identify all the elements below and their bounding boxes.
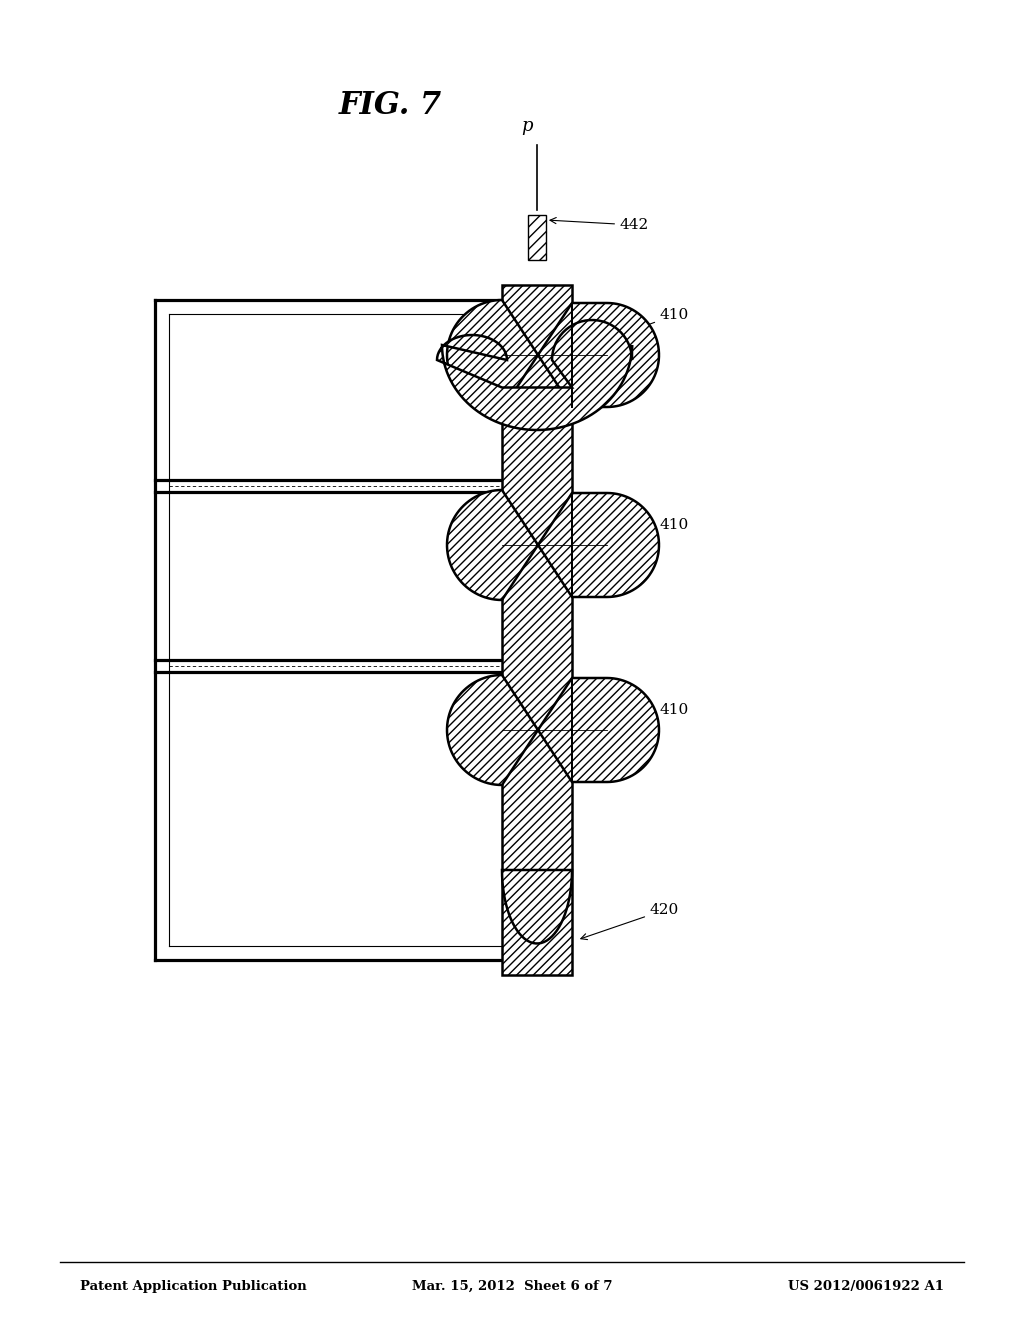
- Bar: [502, 285, 572, 975]
- Polygon shape: [437, 319, 632, 430]
- Polygon shape: [447, 675, 659, 785]
- Text: 442: 442: [550, 218, 649, 232]
- Text: US 2012/0061922 A1: US 2012/0061922 A1: [788, 1280, 944, 1294]
- Text: 410: 410: [633, 517, 689, 544]
- Text: p: p: [521, 117, 532, 135]
- Text: 410: 410: [633, 704, 689, 729]
- Text: Mar. 15, 2012  Sheet 6 of 7: Mar. 15, 2012 Sheet 6 of 7: [412, 1280, 612, 1294]
- Polygon shape: [447, 490, 659, 601]
- Text: FIG. 7: FIG. 7: [338, 90, 441, 120]
- Text: 410: 410: [597, 308, 689, 345]
- Polygon shape: [447, 300, 659, 411]
- Bar: [528, 215, 546, 260]
- Text: Patent Application Publication: Patent Application Publication: [80, 1280, 307, 1294]
- Text: 420: 420: [581, 903, 679, 940]
- Polygon shape: [502, 870, 572, 944]
